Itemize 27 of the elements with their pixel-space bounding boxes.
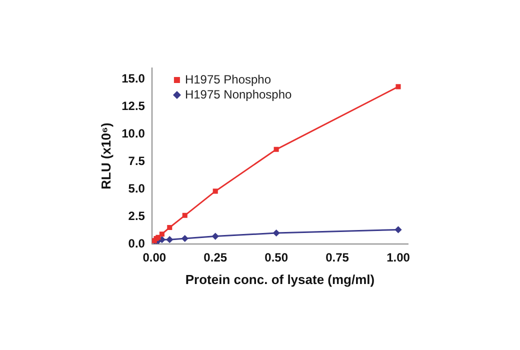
point	[182, 235, 188, 242]
y-tick-label: 10.0	[122, 126, 146, 140]
point	[274, 146, 279, 152]
x-tick-label: 0.25	[204, 250, 228, 265]
x-tick-label: 1.00	[386, 250, 410, 265]
point	[394, 226, 402, 233]
point	[167, 224, 172, 230]
point	[273, 230, 280, 236]
point	[212, 233, 219, 240]
y-tick-label: 2.5	[128, 208, 146, 223]
y-axis-title: RLU (x10⁶)	[98, 122, 114, 190]
x-axis-title: Protein conc. of lysate (mg/ml)	[185, 272, 375, 287]
x-tick-label: 0.75	[326, 250, 350, 265]
point	[212, 188, 218, 194]
x-tick-label: 0.50	[264, 250, 288, 265]
point	[396, 84, 401, 90]
y-tick-label: 12.5	[122, 98, 146, 113]
y-tick-label: 5.0	[128, 181, 146, 196]
y-tick-label: 0.0	[128, 236, 146, 250]
legend-label: H1975 Phospho	[184, 72, 272, 86]
y-tick-label: 7.5	[128, 154, 146, 168]
y-tick-label: 15.0	[122, 71, 146, 86]
legend-label: H1975 Nonphospho	[184, 87, 292, 102]
point	[166, 236, 173, 243]
point	[182, 212, 188, 218]
point	[159, 232, 164, 237]
x-tick-label: 0.00	[142, 250, 166, 265]
